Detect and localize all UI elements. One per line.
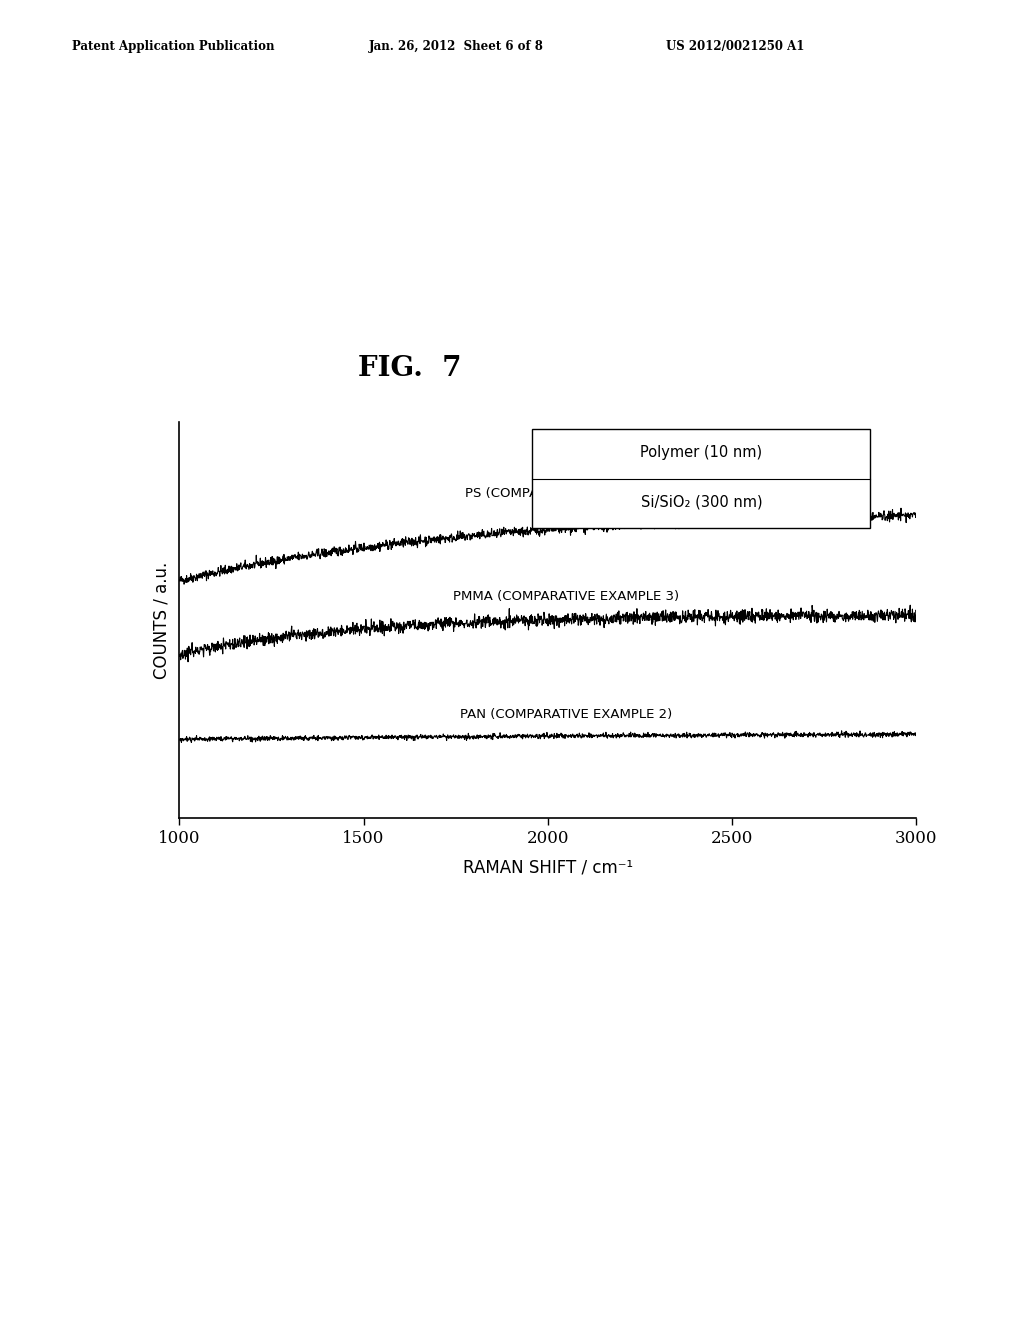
- Text: PS (COMPARATIVE EXAMPLE 1): PS (COMPARATIVE EXAMPLE 1): [465, 487, 668, 500]
- Text: US 2012/0021250 A1: US 2012/0021250 A1: [666, 40, 804, 53]
- Text: FIG.  7: FIG. 7: [357, 355, 462, 383]
- Text: Si/SiO₂ (300 nm): Si/SiO₂ (300 nm): [641, 495, 762, 510]
- X-axis label: RAMAN SHIFT / cm⁻¹: RAMAN SHIFT / cm⁻¹: [463, 858, 633, 876]
- Text: PMMA (COMPARATIVE EXAMPLE 3): PMMA (COMPARATIVE EXAMPLE 3): [454, 590, 679, 602]
- Y-axis label: COUNTS / a.u.: COUNTS / a.u.: [153, 562, 171, 678]
- Text: Polymer (10 nm): Polymer (10 nm): [640, 445, 763, 461]
- Text: Jan. 26, 2012  Sheet 6 of 8: Jan. 26, 2012 Sheet 6 of 8: [369, 40, 544, 53]
- Text: Patent Application Publication: Patent Application Publication: [72, 40, 274, 53]
- Text: PAN (COMPARATIVE EXAMPLE 2): PAN (COMPARATIVE EXAMPLE 2): [460, 709, 673, 721]
